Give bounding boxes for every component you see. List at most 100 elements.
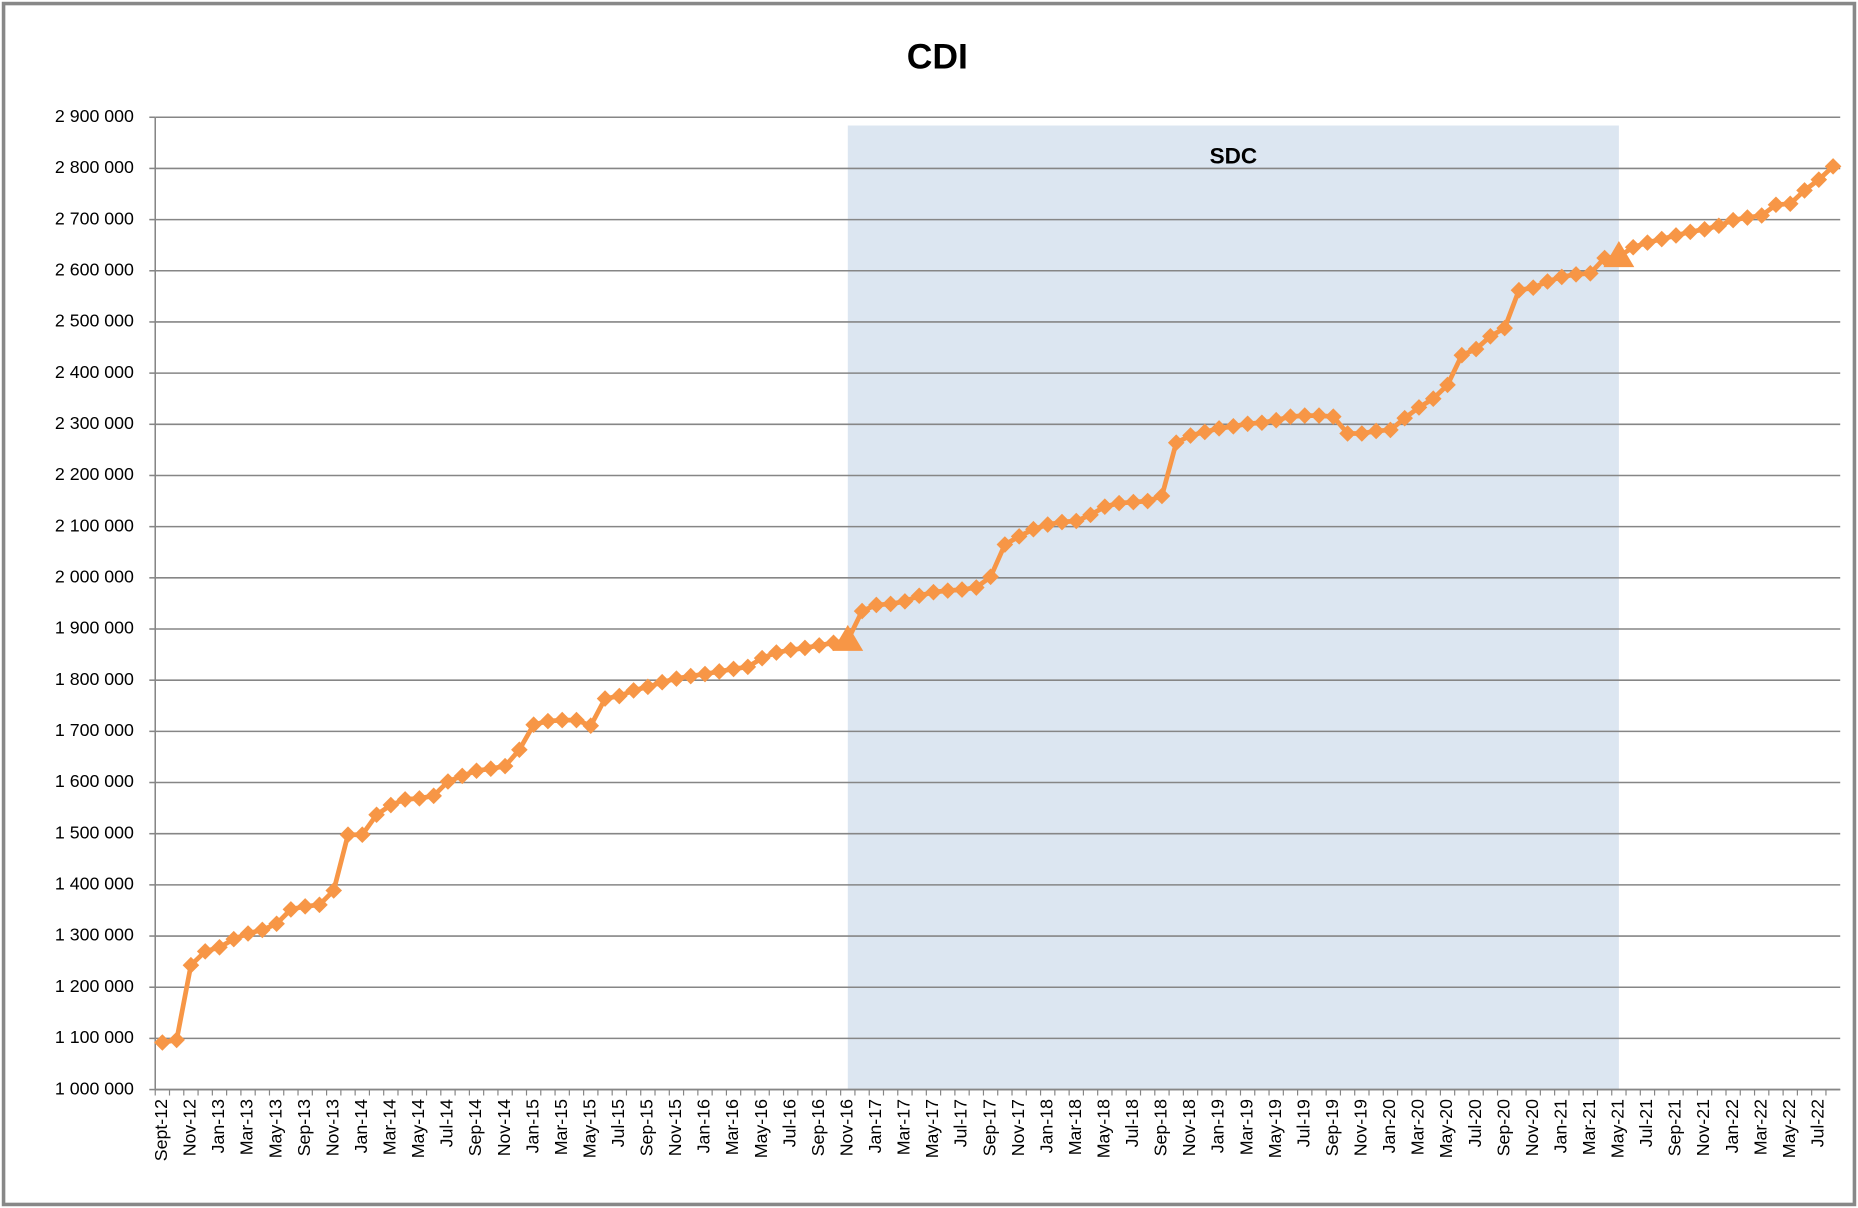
diamond-marker <box>1767 196 1785 214</box>
shaded-region <box>847 125 1619 1090</box>
diamond-marker <box>982 568 999 586</box>
x-tick-label: Nov-19 <box>1351 1099 1371 1156</box>
diamond-marker <box>925 583 942 601</box>
region-label: SDC <box>1210 143 1258 168</box>
x-tick-label: May-19 <box>1265 1099 1285 1158</box>
x-tick-label: Jan-22 <box>1722 1099 1742 1153</box>
y-tick-label: 1 400 000 <box>55 874 134 894</box>
x-tick-label: May-17 <box>922 1099 942 1158</box>
y-tick-label: 1 900 000 <box>55 618 134 638</box>
x-tick-label: Jul-17 <box>951 1099 971 1147</box>
x-tick-label: Jul-15 <box>608 1099 628 1147</box>
x-tick-label: Sep-14 <box>465 1099 485 1156</box>
x-tick-label: Nov-15 <box>665 1099 685 1156</box>
diamond-marker <box>339 826 357 844</box>
y-tick-label: 1 500 000 <box>55 822 134 842</box>
diamond-marker <box>1539 273 1556 290</box>
diamond-marker <box>725 660 742 678</box>
x-tick-label: Sep-15 <box>637 1099 657 1156</box>
x-tick-label: Mar-15 <box>551 1099 571 1155</box>
x-tick-label: Mar-19 <box>1236 1099 1256 1155</box>
y-tick-label: 1 700 000 <box>55 720 134 740</box>
diamond-marker <box>154 1034 171 1051</box>
y-tick-label: 1 000 000 <box>55 1078 134 1098</box>
diamond-marker <box>1225 418 1242 435</box>
x-tick-label: Nov-16 <box>836 1099 856 1156</box>
diamond-marker <box>1824 158 1842 175</box>
diamond-marker <box>1681 223 1699 241</box>
diamond-marker <box>1239 415 1256 433</box>
y-tick-label: 1 200 000 <box>55 976 134 996</box>
x-tick-label: Nov-13 <box>322 1099 342 1156</box>
x-tick-label: Sept-12 <box>151 1099 171 1161</box>
x-tick-label: May-16 <box>751 1099 771 1158</box>
diamond-marker <box>1353 425 1371 442</box>
diamond-marker <box>753 649 771 667</box>
diamond-marker <box>182 956 200 974</box>
y-tick-label: 2 000 000 <box>55 567 134 587</box>
diamond-marker <box>1196 423 1214 441</box>
x-tick-label: Nov-12 <box>180 1099 200 1156</box>
x-tick-label: Jan-21 <box>1550 1099 1570 1153</box>
x-tick-label: Jul-14 <box>437 1099 457 1147</box>
x-tick-label: Nov-18 <box>1179 1099 1199 1156</box>
chart-title: CDI <box>907 37 968 77</box>
diamond-marker <box>768 644 785 661</box>
x-tick-label: Jul-16 <box>779 1099 799 1147</box>
x-tick-label: May-14 <box>408 1099 428 1158</box>
diamond-marker <box>1310 407 1328 424</box>
y-tick-label: 2 500 000 <box>55 311 134 331</box>
x-tick-label: Jul-21 <box>1636 1099 1656 1147</box>
diamond-marker <box>1367 422 1385 440</box>
diamond-marker <box>311 896 328 914</box>
diamond-marker <box>1153 487 1171 505</box>
diamond-marker <box>1510 281 1528 299</box>
diamond-marker <box>1639 234 1656 251</box>
x-tick-label: Sep-18 <box>1151 1099 1171 1156</box>
diamond-marker <box>1167 434 1185 452</box>
x-tick-label: Mar-20 <box>1408 1099 1428 1155</box>
diamond-marker <box>696 665 714 683</box>
diamond-marker <box>1439 376 1456 394</box>
diamond-marker <box>1410 399 1428 416</box>
x-tick-label: May-18 <box>1094 1099 1114 1158</box>
diamond-marker <box>810 637 828 654</box>
x-tick-label: May-15 <box>579 1099 599 1158</box>
grid-layer: 1 000 000 1 100 000 1 200 000 1 300 000 1 40… <box>55 106 1841 1161</box>
y-tick-label: 2 200 000 <box>55 464 134 484</box>
diamond-marker <box>382 796 400 814</box>
diamond-marker <box>411 790 428 807</box>
y-tick-label: 1 600 000 <box>55 771 134 791</box>
diamond-marker <box>1267 411 1285 429</box>
diamond-marker <box>896 593 914 610</box>
x-tick-label: May-13 <box>265 1099 285 1158</box>
diamond-marker <box>1396 409 1413 427</box>
diamond-marker <box>782 641 799 659</box>
x-tick-label: May-22 <box>1779 1099 1799 1158</box>
diamond-marker <box>968 579 985 596</box>
x-tick-label: Jul-20 <box>1465 1099 1485 1147</box>
diamond-marker <box>1710 217 1728 235</box>
diamond-marker <box>882 595 899 613</box>
diamond-marker <box>668 670 685 687</box>
x-tick-label: Jul-22 <box>1807 1099 1827 1147</box>
x-tick-label: Mar-21 <box>1579 1099 1599 1155</box>
diamond-marker <box>1296 407 1314 424</box>
diamond-marker <box>1339 425 1356 442</box>
diamond-marker <box>1582 265 1599 282</box>
diamond-marker <box>439 773 457 790</box>
diamond-marker <box>1567 266 1585 283</box>
diamond-marker <box>1182 427 1199 444</box>
diamond-marker <box>1496 319 1513 337</box>
y-tick-label: 2 900 000 <box>55 106 134 126</box>
diamond-marker <box>1667 227 1685 244</box>
x-tick-label: Sep-17 <box>979 1099 999 1156</box>
x-tick-label: Jul-18 <box>1122 1099 1142 1147</box>
y-tick-label: 1 300 000 <box>55 925 134 945</box>
x-tick-label: Jan-16 <box>694 1099 714 1153</box>
diamond-marker <box>910 587 928 605</box>
x-tick-label: Sep-20 <box>1493 1099 1513 1156</box>
diamond-marker <box>1325 408 1342 425</box>
x-tick-label: Sep-19 <box>1322 1099 1342 1156</box>
diamond-marker <box>996 536 1014 553</box>
